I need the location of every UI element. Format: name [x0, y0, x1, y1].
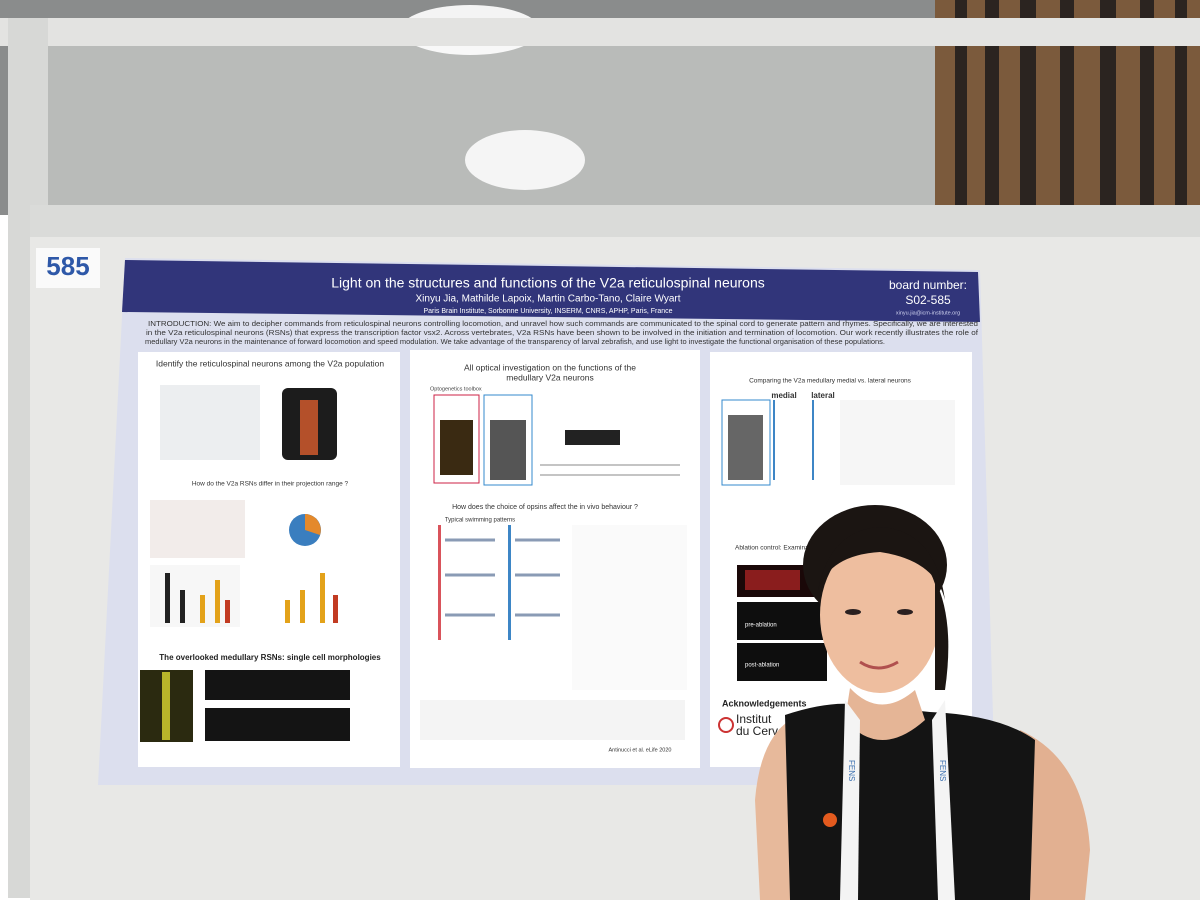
logo-text: Institut [736, 712, 772, 726]
figure-signal [162, 672, 170, 740]
ceiling-panels [40, 40, 940, 210]
figure-frame [721, 399, 771, 486]
subsection: Optogenetics toolbox [430, 386, 482, 392]
figure [737, 602, 827, 640]
label: post-ablation [745, 663, 779, 669]
poster-authors: Xinyu Jia, Mathilde Lapoix, Martin Carbo… [415, 294, 680, 305]
figure-bars [165, 573, 338, 623]
wood-slats [955, 0, 1187, 215]
citation: Antinucci et al. eLife 2020 [609, 747, 672, 753]
board-top [30, 205, 1200, 237]
section-title: How do the V2a RSNs differ in their proj… [192, 481, 349, 488]
lanyard-text: FENS [938, 760, 947, 781]
poster-title: Light on the structures and functions of… [331, 275, 765, 291]
figure [150, 500, 245, 558]
figure-violins [840, 400, 955, 485]
board-number: S02-585 [905, 293, 951, 307]
figure-frame [433, 394, 480, 484]
email: xinyu.jia@icm-institute.org [896, 310, 960, 316]
intro-line: INTRODUCTION: We aim to decipher command… [148, 321, 978, 328]
figure [728, 415, 763, 480]
figure-trace [445, 538, 560, 617]
board-number-label: board number: [889, 278, 967, 292]
figure-line [438, 525, 441, 640]
figure [420, 700, 685, 740]
figure [205, 670, 350, 700]
section-title: All optical investigation on the functio… [464, 362, 636, 372]
section-title: Comparing the V2a medullary medial vs. l… [749, 378, 912, 385]
figure-signal [745, 570, 800, 590]
person [755, 505, 1090, 900]
figure-trace [540, 464, 680, 476]
label: medial [771, 391, 796, 400]
board-label-bg [36, 248, 100, 288]
poster-header [122, 260, 980, 322]
intro-line: medullary V2a neurons in the maintenance… [145, 339, 885, 346]
logo [718, 717, 734, 733]
figure-line [773, 400, 775, 480]
figure [205, 708, 350, 741]
subsection: Typical swimming patterns [445, 518, 515, 524]
lanyard-text: FENS [847, 760, 856, 781]
section-title: medullary V2a neurons [506, 372, 593, 382]
section-title: Ablation control: Examinati [735, 545, 812, 552]
figure [565, 430, 620, 445]
frame-bar [0, 18, 1200, 46]
label: lateral [811, 391, 835, 400]
figure [737, 643, 827, 681]
figure-line [508, 525, 511, 640]
board-label: 585 [46, 251, 89, 281]
intro-line: in the V2a reticulospinal neurons (RSNs)… [146, 330, 978, 337]
section-title: Identify the reticulospinal neurons amon… [156, 358, 385, 368]
figure-signal [300, 400, 318, 455]
poster-affiliation: Paris Brain Institute, Sorbonne Universi… [423, 308, 672, 315]
section-title: How does the choice of opsins affect the… [452, 504, 638, 511]
figure [490, 420, 526, 480]
section-title: Acknowledgements [722, 698, 807, 708]
figure-pie [305, 514, 321, 535]
figure-line [812, 400, 814, 480]
label: pre-ablation [745, 623, 777, 629]
section-title: The overlooked medullary RSNs: single ce… [159, 653, 381, 662]
light [465, 130, 585, 190]
figure-frame [483, 394, 533, 486]
figure [440, 420, 473, 475]
figure [160, 385, 260, 460]
figure-violins [572, 525, 687, 690]
